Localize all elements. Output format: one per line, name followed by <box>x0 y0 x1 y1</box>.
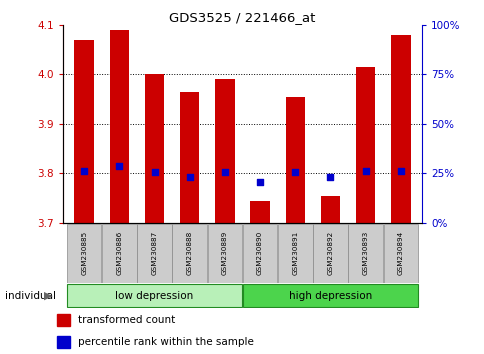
Bar <box>109 30 129 223</box>
Point <box>291 170 299 175</box>
Bar <box>145 74 164 223</box>
Text: transformed count: transformed count <box>78 315 175 325</box>
Bar <box>75 40 93 223</box>
Text: ▶: ▶ <box>44 291 53 301</box>
Text: GSM230894: GSM230894 <box>397 231 403 275</box>
Bar <box>137 224 171 282</box>
Text: GSM230886: GSM230886 <box>116 231 122 275</box>
Point <box>80 168 88 174</box>
Bar <box>242 284 417 307</box>
Bar <box>207 224 242 282</box>
Bar <box>250 201 269 223</box>
Bar <box>67 284 242 307</box>
Text: GSM230888: GSM230888 <box>186 231 192 275</box>
Bar <box>383 224 417 282</box>
Bar <box>391 35 409 223</box>
Text: low depression: low depression <box>115 291 193 301</box>
Text: GSM230885: GSM230885 <box>81 231 87 275</box>
Bar <box>355 67 375 223</box>
Bar <box>57 314 70 326</box>
Bar <box>57 336 70 348</box>
Bar <box>320 196 339 223</box>
Text: GSM230887: GSM230887 <box>151 231 157 275</box>
Bar <box>102 224 136 282</box>
Bar <box>180 92 199 223</box>
Text: GSM230892: GSM230892 <box>327 231 333 275</box>
Text: GSM230891: GSM230891 <box>292 231 298 275</box>
Point <box>256 179 263 185</box>
Point <box>326 175 333 180</box>
Bar <box>215 79 234 223</box>
Bar <box>172 224 207 282</box>
Text: percentile rank within the sample: percentile rank within the sample <box>78 337 253 347</box>
Text: GSM230893: GSM230893 <box>362 231 368 275</box>
Bar <box>277 224 312 282</box>
Bar <box>285 97 304 223</box>
Bar <box>67 224 101 282</box>
Point <box>221 170 228 175</box>
Point <box>115 163 123 169</box>
Point <box>185 174 193 180</box>
Text: GSM230890: GSM230890 <box>257 231 262 275</box>
Text: individual: individual <box>5 291 56 301</box>
Point <box>396 168 404 174</box>
Point <box>361 168 369 174</box>
Bar <box>242 224 277 282</box>
Title: GDS3525 / 221466_at: GDS3525 / 221466_at <box>169 11 315 24</box>
Text: GSM230889: GSM230889 <box>222 231 227 275</box>
Bar <box>313 224 347 282</box>
Point <box>151 170 158 175</box>
Text: high depression: high depression <box>288 291 371 301</box>
Bar <box>348 224 382 282</box>
